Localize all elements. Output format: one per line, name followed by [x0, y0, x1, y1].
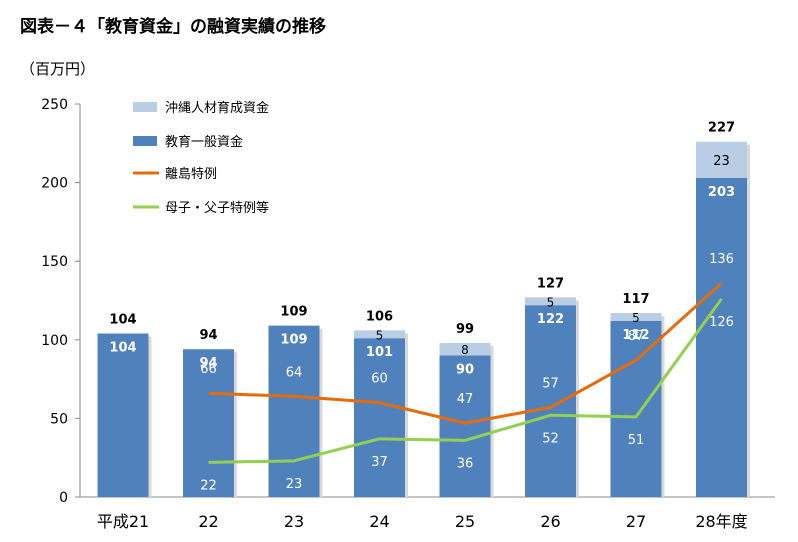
data-label-single-parent: 126: [709, 315, 734, 330]
data-label-remote-island: 136: [709, 252, 734, 267]
data-label-okinawa-talent: 23: [713, 154, 730, 169]
y-tick-label: 50: [50, 411, 68, 427]
data-label-total: 227: [708, 121, 735, 136]
x-tick-label: 平成21: [97, 512, 149, 531]
data-label-remote-island: 57: [542, 376, 559, 391]
bar-education-general: [97, 333, 149, 497]
x-tick-label: 22: [198, 512, 218, 531]
line-single-parent: [208, 298, 723, 464]
y-tick-label: 250: [41, 97, 68, 113]
data-label-single-parent: 51: [628, 433, 645, 448]
data-label-remote-island: 60: [371, 372, 388, 387]
bar-education-general: [268, 325, 320, 497]
data-label-total: 104: [109, 313, 136, 328]
data-label-education-general: 94: [199, 356, 217, 371]
data-label-remote-island: 64: [286, 365, 303, 380]
chart-title: 図表－４「教育資金」の融資実績の推移: [20, 17, 326, 37]
bar-okinawa-talent: [610, 313, 662, 321]
data-label-education-general: 109: [280, 333, 307, 348]
data-label-education-general: 112: [622, 328, 649, 343]
data-label-total: 109: [280, 305, 307, 320]
data-label-single-parent: 37: [371, 455, 388, 470]
data-label-education-general: 101: [366, 345, 393, 360]
legend-swatch: [133, 136, 157, 146]
bar-education-general: [354, 338, 405, 497]
y-tick-label: 0: [59, 490, 68, 506]
legend-label: 沖縄人材育成資金: [165, 100, 269, 116]
x-tick-label: 28年度: [695, 512, 747, 531]
data-label-total: 94: [199, 328, 217, 343]
x-tick-label: 23: [284, 512, 304, 531]
y-tick-label: 200: [41, 176, 68, 192]
data-label-education-general: 104: [109, 341, 136, 356]
data-label-okinawa-talent: 5: [547, 295, 555, 309]
x-tick-label: 24: [369, 512, 389, 531]
data-label-okinawa-talent: 8: [461, 343, 469, 357]
bar-education-general: [610, 320, 662, 497]
data-label-okinawa-talent: 5: [632, 311, 640, 325]
line-remote-island: [208, 282, 723, 425]
bar-education-general: [696, 177, 747, 497]
x-tick-label: 27: [626, 512, 646, 531]
data-label-total: 117: [622, 292, 649, 307]
data-label-single-parent: 22: [200, 478, 217, 493]
data-label-remote-island: 66: [200, 362, 217, 377]
data-label-education-general: 90: [456, 363, 474, 378]
x-tick-label: 26: [540, 512, 560, 531]
bar-education-general: [439, 355, 491, 497]
legend-label: 離島特例: [165, 167, 217, 182]
data-label-single-parent: 36: [457, 456, 474, 471]
x-tick-label: 25: [455, 512, 475, 531]
data-label-remote-island: 87: [628, 329, 645, 344]
data-label-total: 127: [537, 276, 564, 291]
data-label-okinawa-talent: 5: [376, 328, 384, 342]
legend-label: 母子・父子特例等: [165, 200, 269, 216]
y-tick-label: 100: [41, 333, 68, 349]
data-label-education-general: 203: [708, 185, 735, 200]
data-label-education-general: 122: [537, 312, 564, 327]
data-label-total: 106: [366, 309, 393, 324]
bar-education-general: [525, 305, 576, 497]
bar-okinawa-talent: [696, 141, 747, 178]
data-label-single-parent: 52: [542, 431, 559, 446]
bar-education-general: [183, 349, 234, 497]
data-label-remote-island: 47: [457, 392, 474, 407]
bar-okinawa-talent: [525, 297, 576, 306]
data-label-total: 99: [456, 322, 474, 337]
legend-label: 教育一般資金: [165, 134, 243, 150]
legend-swatch: [133, 102, 157, 112]
y-axis-unit-label: （百万円）: [20, 60, 96, 78]
bar-okinawa-talent: [439, 342, 491, 356]
y-tick-label: 150: [41, 254, 68, 270]
data-label-single-parent: 23: [286, 477, 303, 492]
bar-okinawa-talent: [354, 330, 405, 339]
